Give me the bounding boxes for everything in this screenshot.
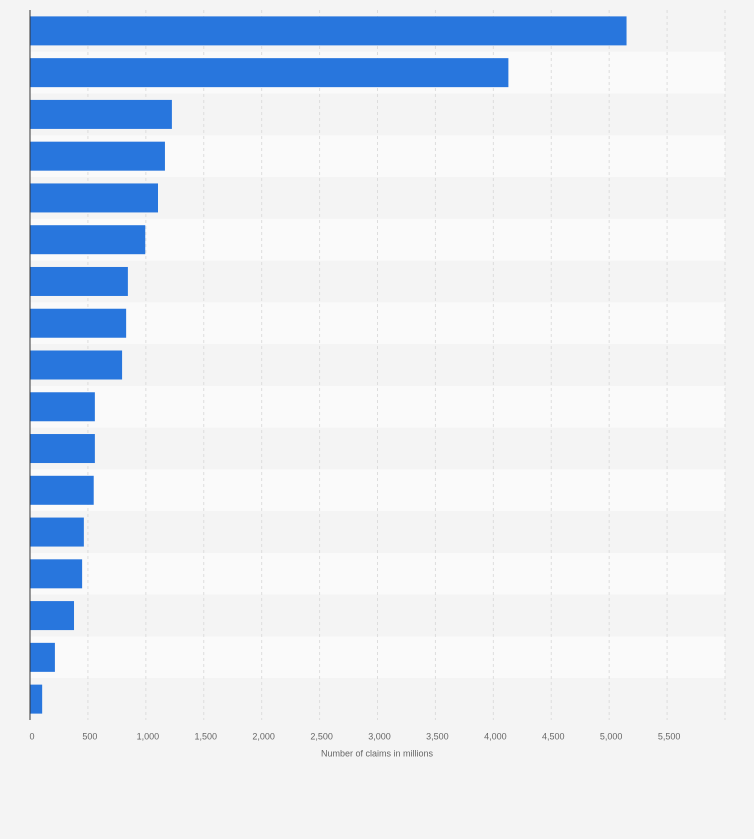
bar: [30, 58, 509, 88]
bar: [30, 99, 172, 129]
x-tick-label: 0: [29, 731, 34, 741]
bar: [30, 601, 75, 631]
x-tick-label: 5,000: [600, 731, 623, 741]
x-tick-label: 3,500: [426, 731, 449, 741]
bar: [30, 183, 158, 213]
bar: [30, 684, 43, 714]
x-tick-label: 4,000: [484, 731, 507, 741]
x-tick-label: 3,000: [368, 731, 391, 741]
bar: [30, 225, 146, 255]
x-tick-label: 1,000: [137, 731, 160, 741]
x-tick-label: 500: [82, 731, 97, 741]
bar: [30, 392, 95, 422]
bar: [30, 475, 94, 505]
bar: [30, 517, 84, 547]
x-tick-label: 2,000: [252, 731, 275, 741]
bar: [30, 350, 123, 380]
bar: [30, 434, 95, 464]
x-axis-label: Number of claims in millions: [321, 748, 434, 758]
bar: [30, 141, 165, 171]
bar: [30, 266, 128, 296]
bar: [30, 308, 127, 338]
x-tick-label: 5,500: [658, 731, 681, 741]
x-tick-label: 1,500: [194, 731, 217, 741]
x-tick-label: 4,500: [542, 731, 565, 741]
x-tick-label: 2,500: [310, 731, 333, 741]
bar: [30, 16, 627, 46]
bar: [30, 642, 55, 672]
bar: [30, 559, 83, 589]
